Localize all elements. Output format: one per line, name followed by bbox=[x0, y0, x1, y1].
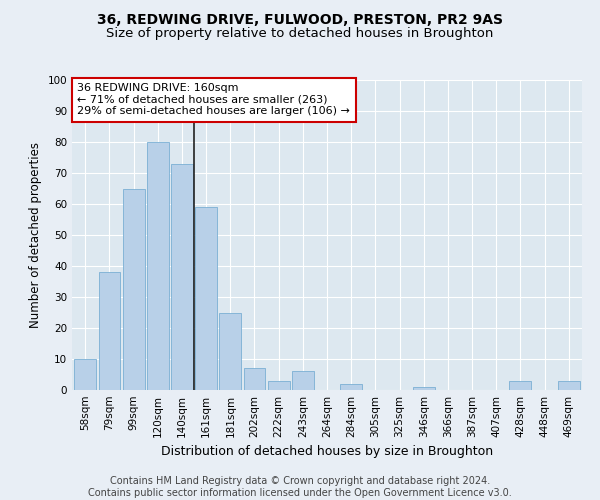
Bar bbox=[147, 142, 169, 390]
Y-axis label: Number of detached properties: Number of detached properties bbox=[29, 142, 42, 328]
Text: Contains HM Land Registry data © Crown copyright and database right 2024.
Contai: Contains HM Land Registry data © Crown c… bbox=[88, 476, 512, 498]
Text: 36 REDWING DRIVE: 160sqm
← 71% of detached houses are smaller (263)
29% of semi-: 36 REDWING DRIVE: 160sqm ← 71% of detach… bbox=[77, 83, 350, 116]
Bar bbox=[340, 384, 362, 390]
Bar bbox=[268, 380, 290, 390]
Bar bbox=[220, 312, 241, 390]
Bar bbox=[98, 272, 121, 390]
Bar bbox=[123, 188, 145, 390]
Bar bbox=[74, 359, 96, 390]
Text: Size of property relative to detached houses in Broughton: Size of property relative to detached ho… bbox=[106, 28, 494, 40]
Text: 36, REDWING DRIVE, FULWOOD, PRESTON, PR2 9AS: 36, REDWING DRIVE, FULWOOD, PRESTON, PR2… bbox=[97, 12, 503, 26]
Bar bbox=[558, 380, 580, 390]
Bar bbox=[509, 380, 531, 390]
Bar bbox=[244, 368, 265, 390]
X-axis label: Distribution of detached houses by size in Broughton: Distribution of detached houses by size … bbox=[161, 446, 493, 458]
Bar bbox=[292, 372, 314, 390]
Bar bbox=[195, 207, 217, 390]
Bar bbox=[413, 387, 434, 390]
Bar bbox=[171, 164, 193, 390]
